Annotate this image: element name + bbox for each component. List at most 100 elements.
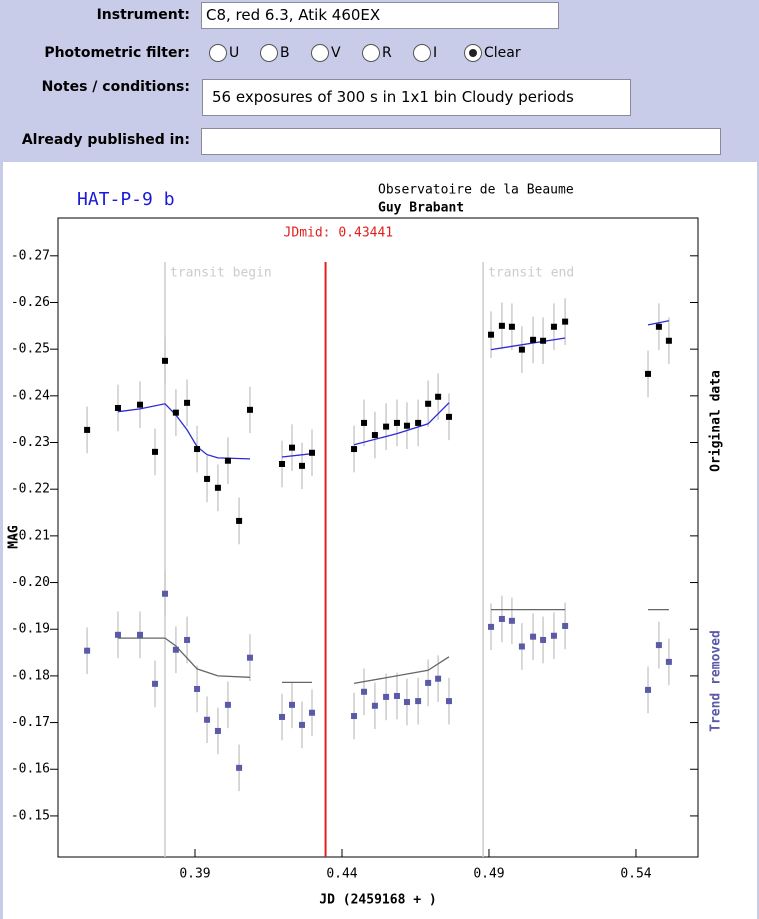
data-point [204,475,211,482]
radio-label: Clear [484,45,521,61]
radio-label: I [433,45,438,61]
radio-option[interactable]: B [260,44,290,62]
data-point [383,423,390,430]
series-label: Original data [709,370,724,472]
data-point [224,701,231,708]
data-point [645,370,652,377]
radio-button[interactable] [362,44,380,62]
data-point [184,636,191,643]
series-label: Trend removed [709,630,724,732]
data-point [279,713,286,720]
data-point [550,632,557,639]
y-tick-label: -0.25 [11,342,50,357]
reference-label: transit begin [170,266,272,281]
radio-label: V [331,45,341,61]
chart-panel [3,162,757,919]
data-point [393,692,400,699]
y-tick-label: -0.18 [11,668,50,683]
y-tick-label: -0.23 [11,435,50,450]
data-point [114,404,121,411]
data-point [435,393,442,400]
reference-label: JDmid: 0.43441 [284,226,394,241]
data-point [299,721,306,728]
data-point [371,432,378,439]
data-point [194,685,201,692]
data-point [488,623,495,630]
data-point [508,617,515,624]
radio-button[interactable] [209,44,227,62]
radio-button[interactable] [260,44,278,62]
data-point [172,646,179,653]
radio-button[interactable] [311,44,329,62]
plot-frame [57,217,699,858]
data-point [214,727,221,734]
radio-option[interactable]: U [209,44,239,62]
data-point [309,709,316,716]
y-tick-label: -0.26 [11,295,50,310]
data-point [204,716,211,723]
data-point [162,590,169,597]
data-point [114,631,121,638]
reference-label: transit end [488,266,574,281]
data-point [550,323,557,330]
data-point [289,701,296,708]
radio-option[interactable]: R [362,44,392,62]
radio-button[interactable] [413,44,431,62]
data-point [371,702,378,709]
data-point [655,642,662,649]
radio-option[interactable]: Clear [464,44,521,62]
data-point [488,331,495,338]
data-point [562,622,569,629]
x-tick-label: 0.54 [620,867,651,882]
data-point [246,406,253,413]
data-point [445,413,452,420]
data-point [162,357,169,364]
x-tick-label: 0.44 [326,867,357,882]
data-point [351,446,358,453]
data-point [84,647,91,654]
data-point [137,631,144,638]
data-point [530,336,537,343]
chart-title: HAT-P-9 b [77,189,175,210]
y-tick-label: -0.24 [11,388,50,403]
data-point [403,699,410,706]
trend-line [117,320,670,460]
data-point [665,337,672,344]
radio-option[interactable]: V [311,44,341,62]
y-axis-label: MAG [7,525,22,549]
radio-label: B [280,45,290,61]
field-label: Notes / conditions: [41,79,190,95]
data-point [184,399,191,406]
data-point [137,401,144,408]
data-point [498,615,505,622]
text-input[interactable] [201,128,721,155]
y-tick-label: -0.22 [11,482,50,497]
data-point [425,400,432,407]
data-point [393,419,400,426]
text-input[interactable]: C8, red 6.3, Atik 460EX [201,2,559,29]
data-point [518,643,525,650]
data-point [236,764,243,771]
data-point [152,680,159,687]
radio-label: R [382,45,392,61]
data-point [351,713,358,720]
data-point [289,444,296,451]
data-point [445,698,452,705]
data-point [299,462,306,469]
data-point [562,318,569,325]
data-point [236,517,243,524]
field-label: Photometric filter: [44,45,190,61]
radio-button[interactable] [464,44,482,62]
x-axis-label: JD (2459168 + ) [319,893,436,908]
data-point [540,337,547,344]
data-point [530,633,537,640]
field-label: Already published in: [21,132,190,148]
data-point [415,419,422,426]
text-input[interactable]: 56 exposures of 300 s in 1x1 bin Cloudy … [202,79,631,116]
data-point [383,693,390,700]
y-tick-label: -0.16 [11,762,50,777]
radio-option[interactable]: I [413,44,437,62]
data-point [194,446,201,453]
y-tick-label: -0.21 [11,528,50,543]
